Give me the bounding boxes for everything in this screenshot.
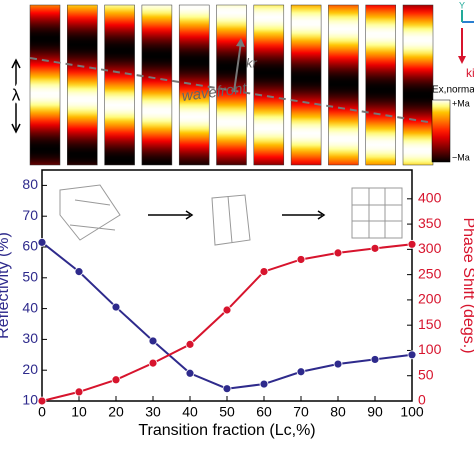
y-tick-label: 60 — [22, 238, 38, 254]
y2-tick-label: 400 — [418, 190, 442, 206]
data-point — [296, 367, 306, 377]
field-column — [178, 4, 210, 166]
data-point — [37, 237, 47, 247]
x-tick-label: 100 — [400, 404, 424, 420]
data-point — [111, 375, 121, 385]
data-point — [259, 267, 269, 276]
x-tick-label: 80 — [330, 404, 346, 420]
field-column — [253, 4, 285, 166]
y2-tick-label: 250 — [418, 265, 442, 281]
data-point — [37, 396, 47, 406]
lambda-heads — [11, 58, 21, 134]
field-column — [216, 4, 247, 166]
data-point — [370, 243, 380, 253]
y-tick-label: 40 — [22, 299, 38, 315]
field-column — [328, 4, 359, 166]
chart: 0 10 20 30 40 50 60 70 80 90 100102030405060708005… — [0, 169, 474, 439]
axis-y-label: Y — [459, 0, 465, 10]
x-tick-label: 50 — [219, 404, 235, 420]
field-column — [104, 4, 135, 166]
kr-arrow — [233, 41, 242, 93]
y-tick-label: 70 — [22, 207, 38, 223]
x-axis-label: Transition fraction (Lc,%) — [138, 422, 315, 439]
data-point — [222, 384, 232, 394]
data-point — [259, 379, 269, 389]
field-column — [402, 4, 434, 166]
y-axis-label: Reflectivity (%) — [0, 232, 12, 339]
colorbar-min: −Ma — [452, 152, 470, 162]
data-point — [407, 239, 417, 249]
data-point — [222, 305, 232, 315]
y2-tick-label: 200 — [418, 291, 442, 307]
colorbar-title: Ex,norma — [432, 85, 474, 96]
y2-tick-label: 300 — [418, 240, 442, 256]
x-tick-label: 40 — [182, 404, 198, 420]
colorbar — [431, 99, 451, 163]
data-point — [148, 336, 158, 346]
data-point — [333, 248, 343, 258]
structures — [59, 184, 403, 246]
data-point — [185, 368, 195, 378]
y2-tick-label: 150 — [418, 316, 442, 332]
x-tick-label: 70 — [293, 404, 309, 420]
kr-label: kr — [246, 55, 258, 70]
data-point — [111, 302, 121, 312]
y2-tick-label: 350 — [418, 215, 442, 231]
data-point — [185, 339, 195, 349]
y2-tick-label: 50 — [418, 366, 434, 382]
colorbar-max: +Ma — [452, 98, 470, 108]
field-panel — [29, 4, 434, 166]
ki-label: ki — [466, 66, 474, 80]
field-column — [141, 4, 173, 166]
data-point — [74, 267, 84, 277]
field-column — [29, 4, 61, 166]
data-point — [148, 358, 158, 368]
kr-arrowhead — [236, 38, 245, 47]
y-tick-label: 20 — [22, 361, 38, 377]
data-point — [296, 255, 306, 264]
ki-arrowhead — [458, 56, 466, 64]
data-point — [407, 350, 417, 360]
data-point — [370, 355, 380, 364]
data-point — [74, 387, 84, 397]
y-tick-label: 50 — [22, 269, 38, 285]
x-tick-label: 20 — [108, 404, 124, 420]
x-tick-label: 0 — [38, 404, 46, 420]
x-tick-label: 60 — [256, 404, 272, 420]
x-tick-label: 30 — [145, 404, 161, 420]
lambda-label: λ — [12, 85, 21, 104]
x-tick-label: 90 — [367, 404, 383, 420]
x-tick-label: 10 — [71, 404, 87, 420]
series-line — [41, 243, 413, 402]
field-column — [67, 4, 98, 166]
y2-tick-label: 100 — [418, 341, 442, 357]
y-tick-label: 10 — [22, 392, 38, 408]
y2-tick-label: 0 — [418, 392, 426, 408]
field-column — [365, 4, 396, 166]
series-line — [41, 241, 413, 390]
y-tick-label: 30 — [22, 330, 38, 346]
y2-axis-label: Phase Shift (degs.) — [460, 217, 474, 353]
lambda-bg: λ — [12, 85, 21, 104]
data-point — [333, 359, 343, 369]
y-tick-label: 80 — [22, 176, 38, 192]
field-column — [290, 4, 322, 166]
